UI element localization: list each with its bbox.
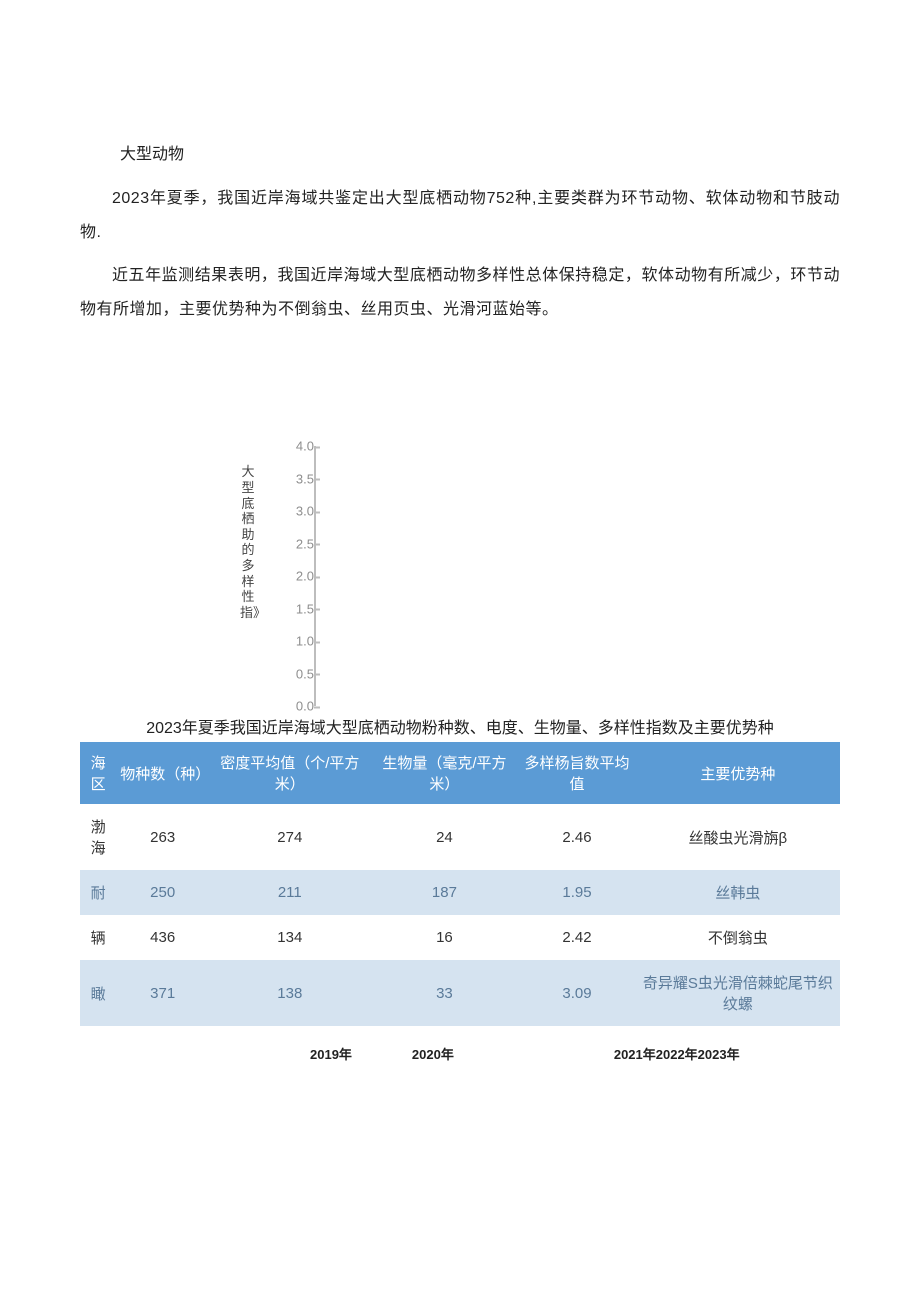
- ytick: 1.5: [280, 601, 314, 616]
- table-cell: 24: [371, 804, 519, 870]
- table-header-cell: 海区: [80, 742, 116, 804]
- ytick: 1.0: [280, 634, 314, 649]
- table-cell: 138: [209, 960, 370, 1026]
- table-cell: 263: [116, 804, 209, 870]
- table-cell: 211: [209, 870, 370, 915]
- table-header-cell: 主要优势种: [636, 742, 840, 804]
- table-cell: 436: [116, 915, 209, 960]
- table-row: 渤海263274242.46丝酸虫光滑旃β: [80, 804, 840, 870]
- ytick: 4.0: [280, 439, 314, 454]
- table-cell: 134: [209, 915, 370, 960]
- xaxis-labels: 2019年 2020年 2021年2022年2023年: [80, 1044, 840, 1063]
- table-row: 辆436134162.42不倒翁虫: [80, 915, 840, 960]
- ytick: 0.0: [280, 699, 314, 714]
- table-cell: 371: [116, 960, 209, 1026]
- table-cell: 16: [371, 915, 519, 960]
- table-cell: 2.42: [518, 915, 635, 960]
- xaxis-label: 2020年: [412, 1044, 454, 1063]
- ytick: 0.5: [280, 666, 314, 681]
- table-row: 耐2502111871.95丝韩虫: [80, 870, 840, 915]
- xaxis-label: 2021年2022年2023年: [614, 1044, 740, 1063]
- table-cell: 33: [371, 960, 519, 1026]
- table-cell: 丝酸虫光滑旃β: [636, 804, 840, 870]
- table-cell: 奇异耀S虫光滑倍棘蛇尾节织纹螺: [636, 960, 840, 1026]
- ytick: 2.5: [280, 536, 314, 551]
- table-cell: 丝韩虫: [636, 870, 840, 915]
- row-label-cell: 耐: [80, 870, 116, 915]
- xaxis-label: 2019年: [310, 1044, 352, 1063]
- table-title: 2023年夏季我国近岸海域大型底栖动物粉种数、电度、生物量、多样性指数及主要优势…: [80, 714, 840, 738]
- chart-axis: 大型底栖助的多样性指》 4.03.53.02.52.01.51.00.50.0: [280, 446, 360, 706]
- table-cell: 1.95: [518, 870, 635, 915]
- row-label-cell: 辆: [80, 915, 116, 960]
- table-header-cell: 物种数（种）: [116, 742, 209, 804]
- table-header-cell: 密度平均值（个/平方米）: [209, 742, 370, 804]
- row-label-cell: 瞰: [80, 960, 116, 1026]
- paragraph-1: 2023年夏季，我国近岸海域共鉴定出大型底栖动物752种,主要类群为环节动物、软…: [80, 182, 840, 249]
- table-cell: 274: [209, 804, 370, 870]
- table-cell: 3.09: [518, 960, 635, 1026]
- table-body: 渤海263274242.46丝酸虫光滑旃β耐2502111871.95丝韩虫辆4…: [80, 804, 840, 1026]
- chart-yaxis-block: 大型底栖助的多样性指》 4.03.53.02.52.01.51.00.50.0: [80, 446, 840, 706]
- table-header-cell: 多样杨旨数平均值: [518, 742, 635, 804]
- ytick: 3.5: [280, 471, 314, 486]
- table-header-row: 海区物种数（种）密度平均值（个/平方米）生物量（毫克/平方米）多样杨旨数平均值主…: [80, 742, 840, 804]
- table-cell: 不倒翁虫: [636, 915, 840, 960]
- ytick: 3.0: [280, 504, 314, 519]
- table-row: 瞰371138333.09奇异耀S虫光滑倍棘蛇尾节织纹螺: [80, 960, 840, 1026]
- row-label-cell: 渤海: [80, 804, 116, 870]
- data-table: 海区物种数（种）密度平均值（个/平方米）生物量（毫克/平方米）多样杨旨数平均值主…: [80, 742, 840, 1026]
- table-header-cell: 生物量（毫克/平方米）: [371, 742, 519, 804]
- section-title: 大型动物: [120, 140, 840, 164]
- paragraph-2: 近五年监测结果表明，我国近岸海域大型底栖动物多样性总体保持稳定，软体动物有所减少…: [80, 259, 840, 326]
- chart-ylabel: 大型底栖助的多样性指》: [240, 464, 256, 620]
- table-cell: 250: [116, 870, 209, 915]
- table-cell: 187: [371, 870, 519, 915]
- table-cell: 2.46: [518, 804, 635, 870]
- ytick: 2.0: [280, 569, 314, 584]
